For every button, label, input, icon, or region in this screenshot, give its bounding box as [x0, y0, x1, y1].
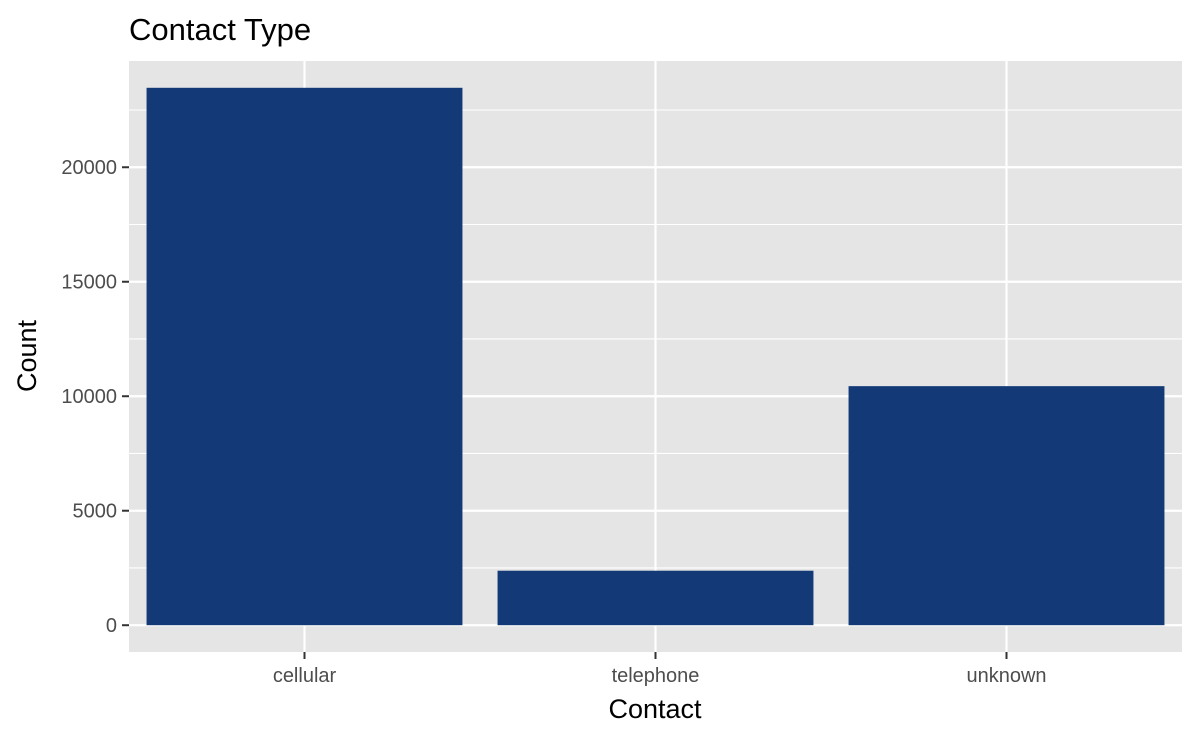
bar-cellular [146, 87, 463, 626]
x-tick-label-unknown: unknown [966, 665, 1046, 687]
y-tick-label: 15000 [61, 272, 117, 294]
x-tick-label-telephone: telephone [612, 665, 700, 687]
x-axis: cellular telephone unknown [273, 652, 1047, 687]
bars [146, 87, 1165, 626]
chart-title: Contact Type [129, 12, 311, 47]
y-axis: 0 5000 10000 15000 20000 [61, 157, 129, 637]
y-tick-label: 20000 [61, 157, 117, 179]
x-axis-title: Contact [608, 694, 702, 724]
y-tick-label: 10000 [61, 386, 117, 408]
y-axis-title: Count [12, 319, 42, 392]
y-tick-label: 0 [106, 615, 117, 637]
bar-telephone [497, 570, 814, 626]
bar-unknown [848, 386, 1165, 626]
y-tick-label: 5000 [73, 501, 118, 523]
x-tick-label-cellular: cellular [273, 665, 337, 687]
